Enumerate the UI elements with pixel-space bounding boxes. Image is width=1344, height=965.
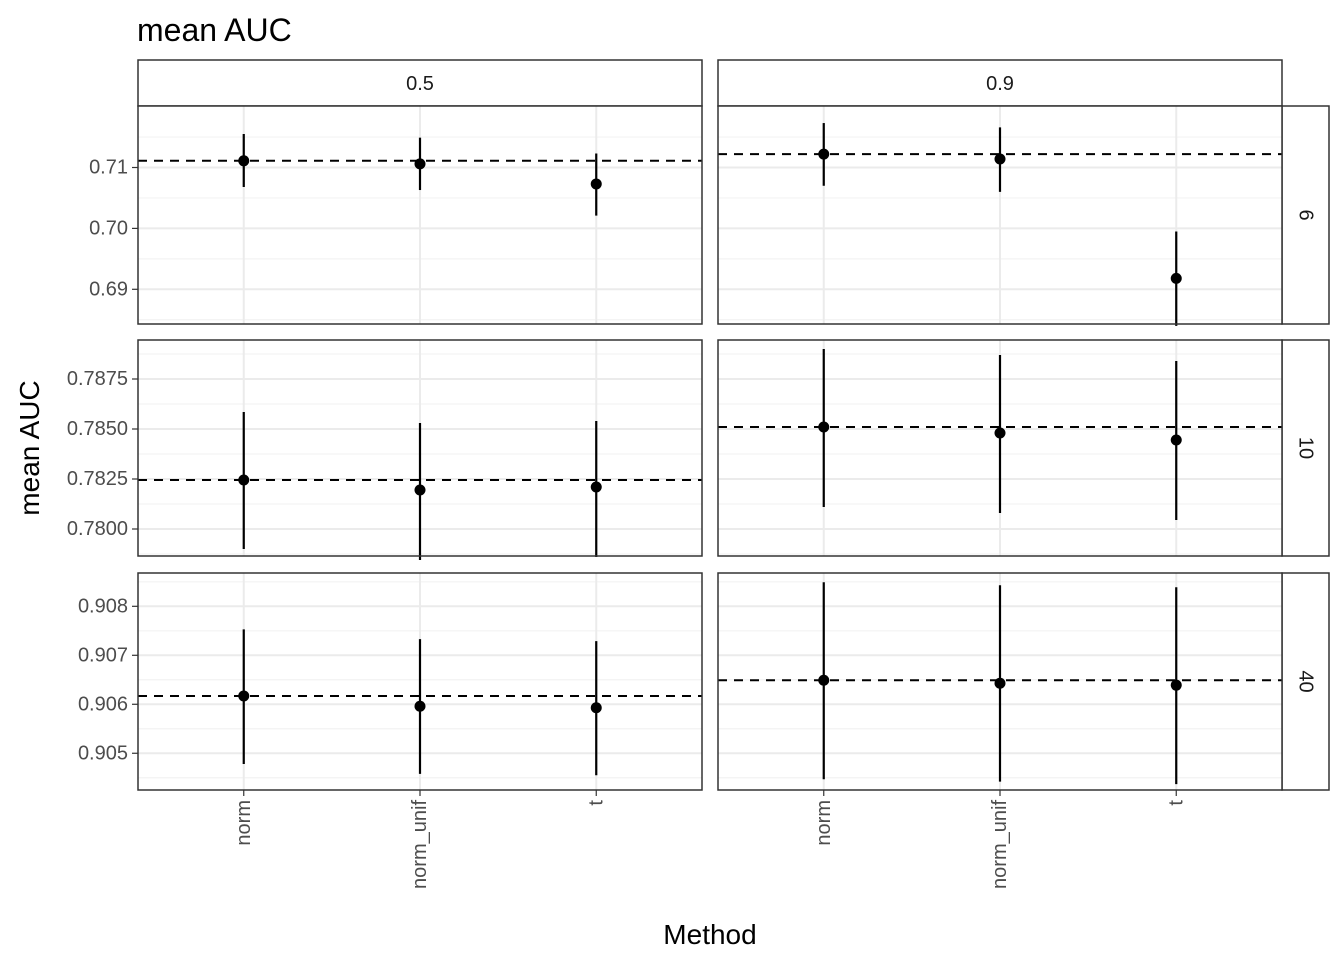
data-point-norm xyxy=(818,421,830,433)
y-tick-label: 0.7875 xyxy=(67,368,128,390)
x-tick-label-norm_unif: norm_unif xyxy=(989,800,1011,889)
x-tick-label-t: t xyxy=(585,800,607,806)
data-point-norm_unif xyxy=(414,158,426,170)
data-point-norm xyxy=(238,474,250,486)
data-point-norm_unif xyxy=(994,427,1006,439)
y-tick-label: 0.7800 xyxy=(67,518,128,540)
strip-label-row-10: 10 xyxy=(1295,437,1317,459)
data-point-norm xyxy=(238,155,250,167)
facet-panel-0.5-6 xyxy=(137,105,703,325)
x-tick-label-norm_unif: norm_unif xyxy=(409,800,431,889)
x-tick-label-t: t xyxy=(1165,800,1187,806)
data-point-norm_unif xyxy=(994,677,1006,689)
facet-panel-0.9-40 xyxy=(717,572,1283,791)
y-tick-label: 0.71 xyxy=(89,157,128,179)
data-point-norm_unif xyxy=(414,484,426,496)
panel-border xyxy=(717,105,1283,325)
y-tick-label: 0.906 xyxy=(78,693,128,715)
y-tick-label: 0.908 xyxy=(78,595,128,617)
strip-right-10 xyxy=(1281,339,1330,557)
facet-panel-0.5-40 xyxy=(137,572,703,791)
facet-panels: 0.5 0.9 6 0.69 0.70 0.71 10 0.7800 0.7825 0.7850 0… xyxy=(67,59,1330,889)
data-point-t xyxy=(590,481,602,493)
x-tick-label-norm: norm xyxy=(233,800,255,846)
strip-label-col-0.5: 0.5 xyxy=(406,73,434,95)
y-axis-title: mean AUC xyxy=(14,380,45,515)
y-tick-label: 0.70 xyxy=(89,217,128,239)
facet-panel-0.9-10 xyxy=(717,339,1283,557)
chart-title: mean AUC xyxy=(137,12,292,48)
y-tick-label: 0.69 xyxy=(89,278,128,300)
strip-label-row-6: 6 xyxy=(1295,209,1317,220)
data-point-norm_unif xyxy=(414,700,426,712)
y-tick-label: 0.907 xyxy=(78,644,128,666)
data-point-t xyxy=(590,702,602,714)
data-point-norm xyxy=(818,674,830,686)
strip-top-0.9 xyxy=(717,59,1283,107)
y-tick-label: 0.7825 xyxy=(67,468,128,490)
y-tick-label: 0.7850 xyxy=(67,418,128,440)
data-point-t xyxy=(1170,679,1182,691)
strip-label-row-40: 40 xyxy=(1295,670,1317,692)
strip-right-6 xyxy=(1281,105,1330,325)
data-point-norm xyxy=(818,148,830,160)
data-point-norm_unif xyxy=(994,153,1006,165)
panel-border xyxy=(137,339,703,557)
strip-right-40 xyxy=(1281,572,1330,791)
data-point-t xyxy=(590,178,602,190)
strip-label-col-0.9: 0.9 xyxy=(986,73,1014,95)
panel-border xyxy=(137,105,703,325)
facet-panel-0.5-10 xyxy=(137,339,703,560)
data-point-t xyxy=(1170,434,1182,446)
panel-border xyxy=(717,339,1283,557)
data-point-t xyxy=(1170,272,1182,284)
x-tick-label-norm: norm xyxy=(813,800,835,846)
strip-top-0.5 xyxy=(137,59,703,107)
x-axis-title: Method xyxy=(663,919,756,950)
y-tick-label: 0.905 xyxy=(78,742,128,764)
data-point-norm xyxy=(238,690,250,702)
facet-panel-0.9-6 xyxy=(717,105,1283,326)
